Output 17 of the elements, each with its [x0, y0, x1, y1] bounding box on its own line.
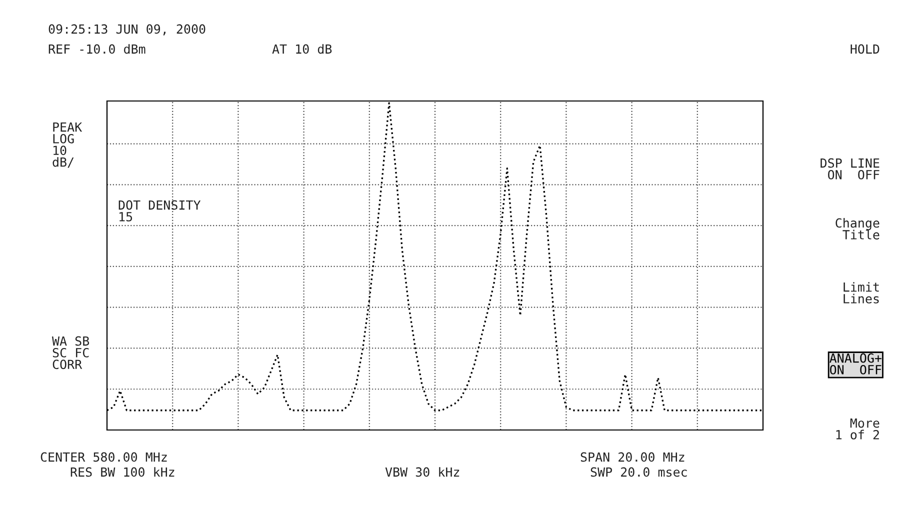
text: More 1 of 2 — [836, 418, 880, 440]
text: Change Title — [836, 218, 880, 240]
text: 09:25:13 JUN 09, 2000 — [48, 24, 206, 36]
text: SWP 20.0 msec — [590, 467, 687, 477]
text: VBW 30 kHz — [385, 467, 460, 477]
text: CENTER 580.00 MHz — [40, 452, 167, 462]
annotation: DOT DENSITY 15 — [118, 200, 201, 222]
text: Limit Lines — [844, 282, 879, 304]
text: REF -10.0 dBm — [48, 44, 146, 54]
text: PEAK LOG 10 dB/ — [52, 122, 82, 168]
text: RES BW 100 kHz — [70, 467, 174, 477]
text: HOLD — [850, 44, 880, 54]
text: AT 10 dB — [272, 44, 332, 54]
text: SPAN 20.00 MHz — [580, 452, 684, 462]
text: WA SB SC FC CORR — [52, 336, 90, 370]
text: DSP LINE ON OFF — [820, 158, 880, 180]
text: ANALOG+ ON OFF — [830, 353, 882, 374]
